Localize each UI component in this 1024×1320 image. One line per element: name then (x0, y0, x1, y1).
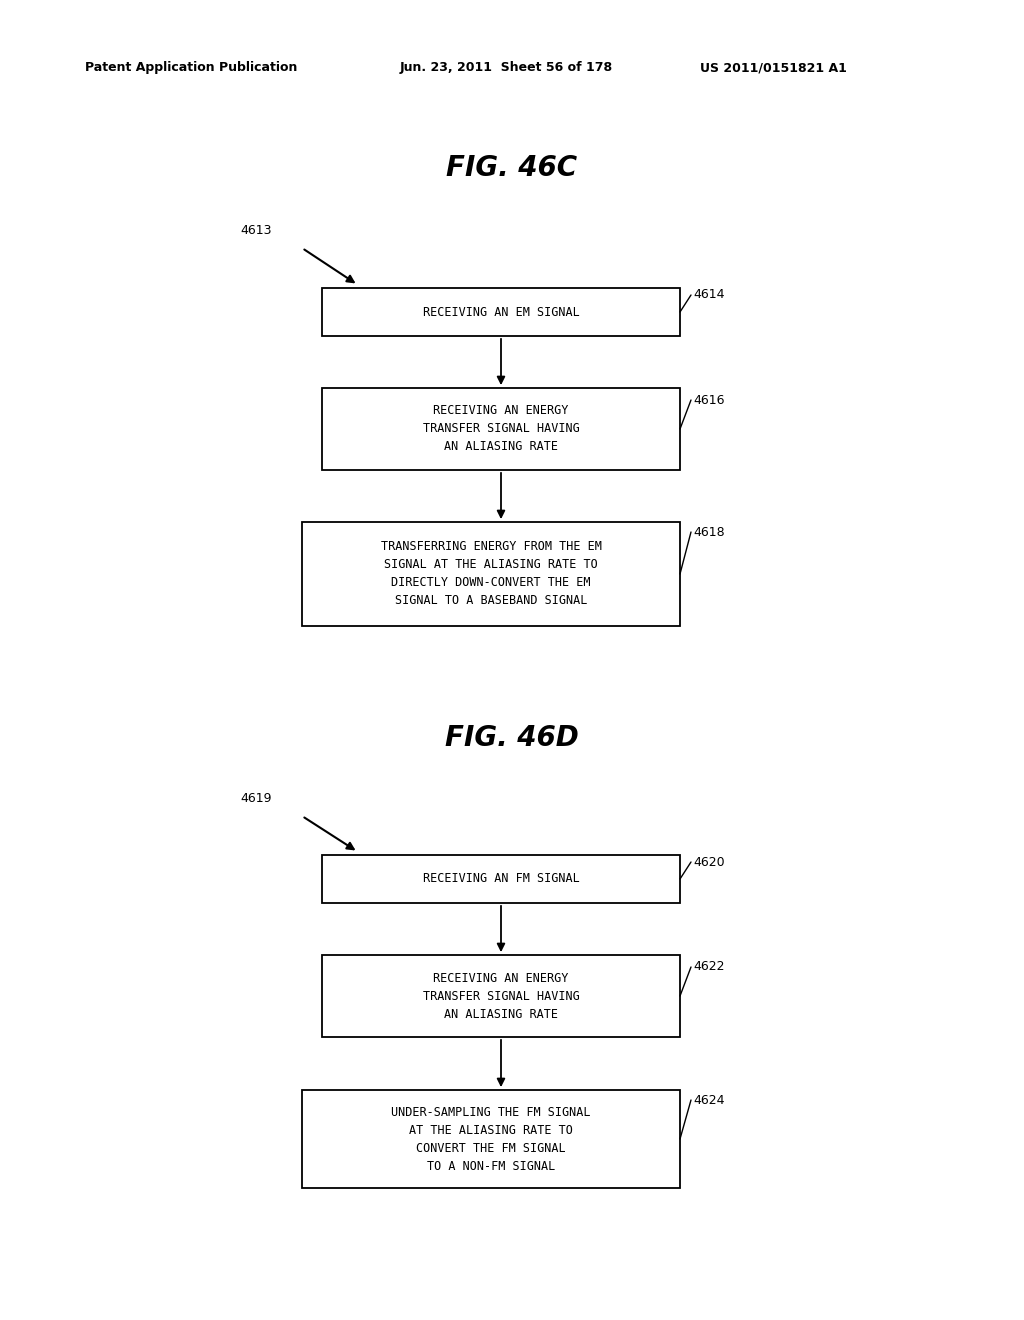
Text: 4624: 4624 (693, 1093, 725, 1106)
Bar (322, 388, 680, 470)
Text: RECEIVING AN EM SIGNAL: RECEIVING AN EM SIGNAL (423, 305, 580, 318)
Text: 4614: 4614 (693, 289, 725, 301)
Text: 4622: 4622 (693, 961, 725, 974)
Text: TRANSFERRING ENERGY FROM THE EM
SIGNAL AT THE ALIASING RATE TO
DIRECTLY DOWN-CON: TRANSFERRING ENERGY FROM THE EM SIGNAL A… (381, 540, 601, 607)
Text: UNDER-SAMPLING THE FM SIGNAL
AT THE ALIASING RATE TO
CONVERT THE FM SIGNAL
TO A : UNDER-SAMPLING THE FM SIGNAL AT THE ALIA… (391, 1106, 591, 1172)
Text: 4619: 4619 (241, 792, 272, 804)
Text: 4616: 4616 (693, 393, 725, 407)
Text: Patent Application Publication: Patent Application Publication (85, 62, 297, 74)
Text: 4613: 4613 (241, 223, 272, 236)
Bar (322, 288, 680, 337)
Text: RECEIVING AN ENERGY
TRANSFER SIGNAL HAVING
AN ALIASING RATE: RECEIVING AN ENERGY TRANSFER SIGNAL HAVI… (423, 972, 580, 1020)
Bar (302, 521, 680, 626)
Text: Jun. 23, 2011  Sheet 56 of 178: Jun. 23, 2011 Sheet 56 of 178 (400, 62, 613, 74)
Bar (322, 954, 680, 1038)
Text: 4620: 4620 (693, 855, 725, 869)
Text: US 2011/0151821 A1: US 2011/0151821 A1 (700, 62, 847, 74)
Text: FIG. 46D: FIG. 46D (445, 723, 579, 752)
Bar (302, 1090, 680, 1188)
Bar (322, 855, 680, 903)
Text: RECEIVING AN ENERGY
TRANSFER SIGNAL HAVING
AN ALIASING RATE: RECEIVING AN ENERGY TRANSFER SIGNAL HAVI… (423, 404, 580, 454)
Text: RECEIVING AN FM SIGNAL: RECEIVING AN FM SIGNAL (423, 873, 580, 886)
Text: FIG. 46C: FIG. 46C (446, 154, 578, 182)
Text: 4618: 4618 (693, 525, 725, 539)
